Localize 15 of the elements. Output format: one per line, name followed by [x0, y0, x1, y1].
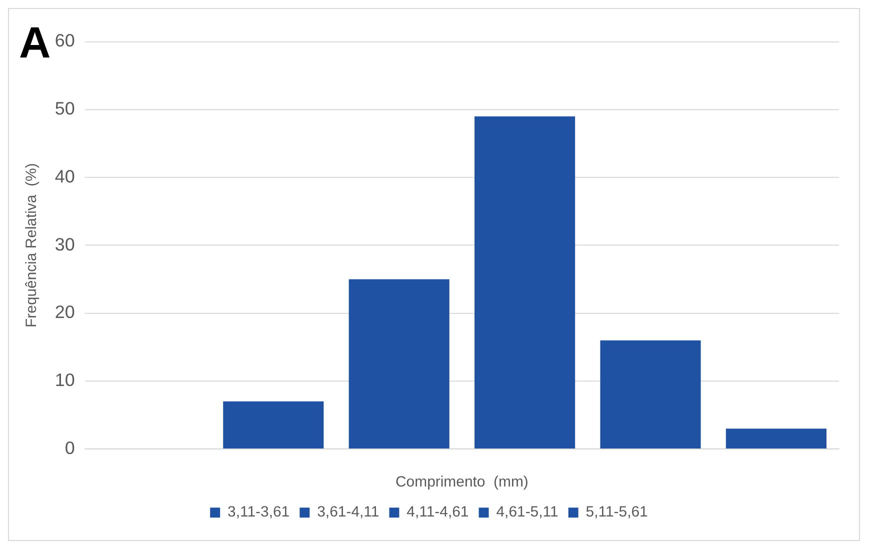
- y-tick-label: 40: [54, 166, 75, 186]
- x-axis-title: Comprimento (mm): [396, 473, 528, 490]
- y-tick-label: 20: [54, 302, 75, 322]
- y-tick-label: 60: [54, 30, 75, 51]
- y-tick-label: 50: [54, 98, 75, 118]
- y-tick-label: 30: [54, 234, 75, 254]
- y-axis-title: Frequência Relativa (%): [23, 163, 40, 328]
- legend-label: 3,61-4,11: [317, 504, 380, 521]
- legend-label: 5,11-5,61: [586, 504, 648, 521]
- legend-label: 4,61-5,11: [496, 504, 558, 521]
- legend-label: 4,11-4,61: [406, 504, 469, 521]
- y-tick-label: 0: [64, 438, 75, 458]
- y-tick-label: 10: [54, 370, 75, 390]
- legend-label: 3,11-3,61: [228, 504, 290, 521]
- chart-title: A: [18, 18, 51, 68]
